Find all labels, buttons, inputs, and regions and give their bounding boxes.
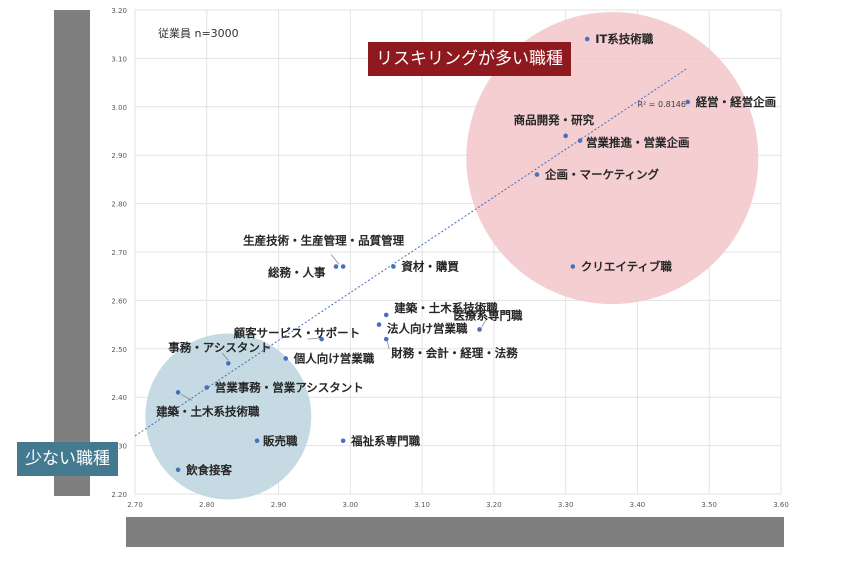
data-label: 資材・購買 <box>401 260 459 274</box>
leader-line <box>481 317 488 328</box>
callout-few-reskilling: 少ない職種 <box>17 442 118 476</box>
data-point <box>477 327 482 332</box>
y-tick-label: 2.60 <box>111 297 127 305</box>
data-point <box>283 356 289 361</box>
y-tick-label: 3.10 <box>111 55 127 63</box>
data-point <box>577 138 583 143</box>
data-point <box>340 438 346 444</box>
x-tick-label: 3.50 <box>701 501 717 509</box>
y-axis-title-box <box>54 10 90 496</box>
data-point <box>383 336 389 342</box>
data-label: IT系技術職 <box>595 32 654 46</box>
data-label: 生産技術・生産管理・品質管理 <box>243 234 404 248</box>
leader-line <box>386 341 390 350</box>
x-tick-label: 3.40 <box>630 501 646 509</box>
x-tick-label: 2.90 <box>271 501 287 509</box>
data-label: 財務・会計・経理・法務 <box>390 346 518 360</box>
y-tick-label: 3.20 <box>111 7 127 15</box>
data-label: 商品開発・研究 <box>514 113 595 127</box>
x-axis-title-box <box>126 517 784 547</box>
data-label: 福祉系専門職 <box>350 434 420 448</box>
data-label: 販売職 <box>263 434 298 448</box>
data-point <box>226 361 231 366</box>
data-point <box>376 322 382 327</box>
sample-size-note: 従業員 n=3000 <box>158 27 239 40</box>
data-point <box>175 390 181 395</box>
data-point <box>175 467 181 473</box>
y-tick-label: 2.70 <box>111 249 127 257</box>
trendline <box>134 67 688 437</box>
x-tick-label: 2.70 <box>127 501 143 509</box>
data-label: 法人向け営業職 <box>387 322 468 336</box>
data-label: 総務・人事 <box>268 266 326 280</box>
data-label: 営業事務・営業アシスタント <box>215 381 364 395</box>
data-point <box>333 264 339 269</box>
data-label: 顧客サービス・サポート <box>234 326 361 340</box>
leader-line <box>222 353 229 361</box>
y-tick-label: 2.40 <box>111 394 127 402</box>
data-point <box>391 264 396 269</box>
y-tick-label: 2.80 <box>111 201 127 209</box>
leader-line <box>330 254 340 265</box>
r-squared-label: R² = 0.8146 <box>637 100 686 109</box>
data-point <box>319 336 324 342</box>
data-point <box>685 99 690 105</box>
x-tick-label: 3.10 <box>414 501 430 509</box>
data-label: 経営・経営企画 <box>696 95 777 109</box>
data-label: 個人向け営業職 <box>293 351 375 365</box>
callout-many-reskilling: リスキリングが多い職種 <box>368 42 571 76</box>
data-label: クリエイティブ職 <box>581 260 673 274</box>
leader-line <box>180 394 193 401</box>
data-point <box>584 36 590 42</box>
data-label: 企画・マーケティング <box>544 168 660 182</box>
data-label: 営業推進・営業企画 <box>586 136 690 150</box>
y-tick-label: 3.00 <box>111 104 127 112</box>
data-point <box>254 438 260 444</box>
data-label: 建築・土木系技術職 <box>156 404 260 418</box>
y-tick-label: 2.20 <box>111 491 127 499</box>
y-tick-label: 2.30 <box>111 443 127 451</box>
leader-line <box>307 337 319 340</box>
data-label: 建築・土木系技術職 <box>394 301 498 315</box>
highlight-circle-many <box>466 12 759 305</box>
data-point <box>340 264 346 269</box>
data-point <box>563 133 568 139</box>
x-tick-label: 3.60 <box>773 501 789 509</box>
data-point <box>534 172 540 177</box>
x-tick-label: 3.30 <box>558 501 574 509</box>
data-point <box>204 385 210 390</box>
highlight-circle-few <box>145 333 312 500</box>
x-tick-label: 3.20 <box>486 501 502 509</box>
data-label: 医療系専門職 <box>454 308 523 322</box>
data-label: 飲食接客 <box>185 463 232 477</box>
data-point <box>570 264 576 269</box>
y-tick-label: 2.90 <box>111 152 127 160</box>
data-point <box>383 312 389 318</box>
x-tick-label: 3.00 <box>343 501 359 509</box>
data-label: 事務・アシスタント <box>168 340 271 354</box>
x-tick-label: 2.80 <box>199 501 215 509</box>
y-tick-label: 2.50 <box>111 346 127 354</box>
